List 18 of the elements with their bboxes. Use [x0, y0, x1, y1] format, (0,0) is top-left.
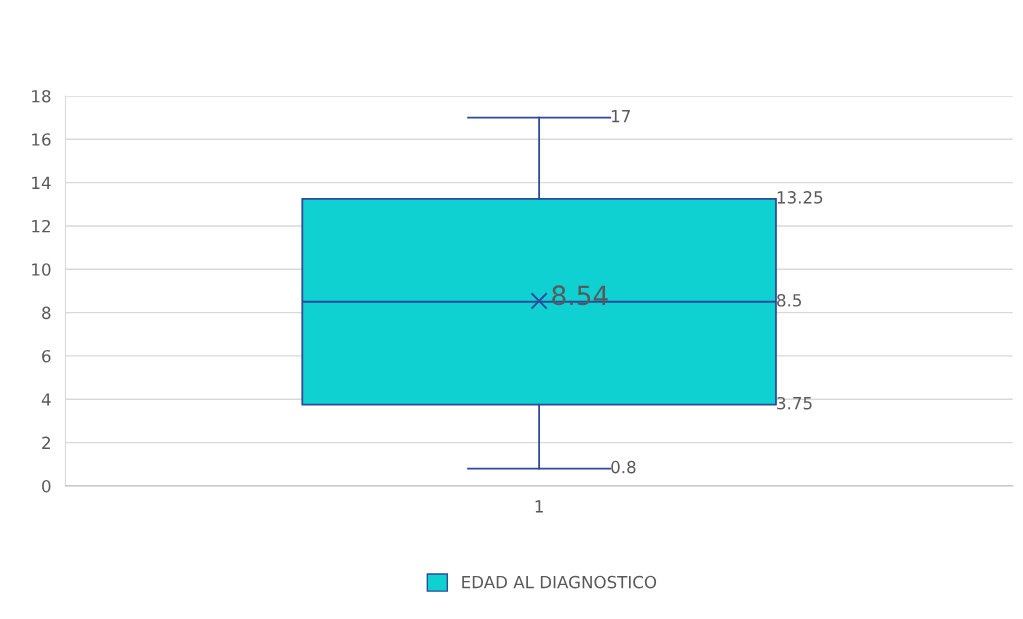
y-tick-label: 4	[41, 393, 51, 406]
y-tick-label: 8	[42, 306, 51, 320]
annotation: 13.25	[777, 191, 823, 204]
annotation: 3.75	[777, 396, 812, 410]
annotation: 8.54	[552, 285, 608, 306]
y-tick-label: 0	[42, 479, 51, 493]
y-tick-label: 18	[32, 89, 51, 103]
annotation: 0.8	[611, 460, 636, 474]
annotation: 8.5	[777, 293, 801, 307]
y-tick-label: 10	[32, 263, 51, 276]
y-tick-label: 2	[42, 436, 50, 449]
y-tick-label: 6	[42, 349, 51, 363]
annotation: 17	[612, 110, 630, 123]
y-tick-label: 16	[32, 133, 51, 146]
x-tick-label: 1	[535, 500, 543, 513]
legend-label: EDAD AL DIAGNOSTICO	[462, 575, 657, 589]
y-tick-label: 14	[32, 176, 51, 189]
y-tick-label: 12	[32, 219, 50, 233]
